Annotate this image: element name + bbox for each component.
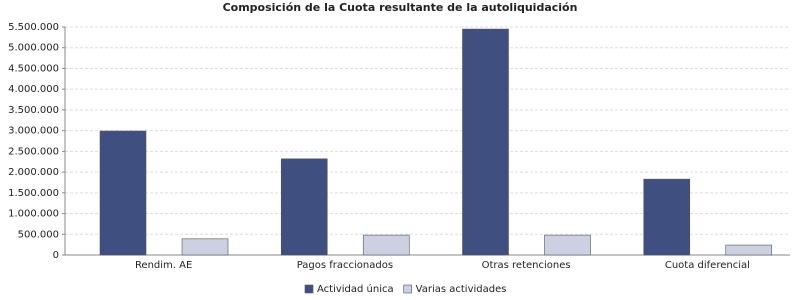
y-tick-label: 5.500.000 [8, 22, 59, 33]
bar [181, 238, 229, 256]
bar [643, 178, 691, 256]
x-tick-label: Pagos fraccionados [297, 260, 393, 271]
y-tick-label: 500.000 [18, 229, 59, 240]
bar [280, 158, 328, 256]
bar [362, 234, 410, 256]
legend-swatch [304, 284, 314, 294]
x-tick-label: Rendim. AE [135, 260, 192, 271]
y-tick-label: 4.500.000 [8, 63, 59, 74]
y-tick-label: 2.000.000 [8, 167, 59, 178]
legend-label: Actividad única [317, 283, 394, 295]
bar [544, 234, 591, 256]
x-tick-label: Cuota diferencial [665, 260, 750, 271]
y-tick-label: 1.500.000 [8, 188, 59, 199]
y-tick-label: 0 [53, 250, 59, 261]
chart-title: Composición de la Cuota resultante de la… [223, 1, 578, 14]
y-tick-label: 3.500.000 [8, 105, 59, 116]
bar [99, 130, 147, 256]
legend-label: Varias actividades [416, 284, 507, 295]
y-tick-label: 1.000.000 [8, 209, 59, 220]
bar [725, 244, 773, 256]
y-tick-label: 5.000.000 [8, 43, 59, 54]
x-tick-label: Otras retenciones [482, 260, 571, 271]
y-tick-label: 4.000.000 [8, 84, 59, 95]
y-tick-label: 3.000.000 [8, 126, 59, 137]
y-tick-label: 2.500.000 [8, 146, 59, 157]
legend-swatch [403, 284, 412, 294]
bar [462, 28, 509, 256]
